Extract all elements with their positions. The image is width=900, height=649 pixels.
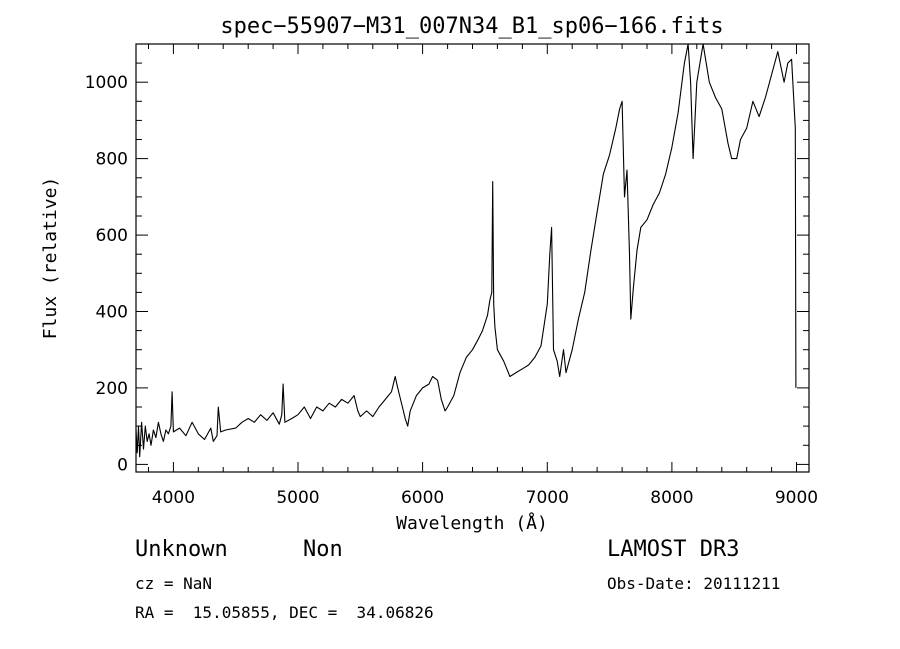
y-tick-label: 0 <box>117 455 128 475</box>
survey-name: LAMOST DR3 <box>607 537 740 562</box>
x-tick-label: 9000 <box>775 488 818 508</box>
x-tick-label: 4000 <box>152 488 195 508</box>
object-subclass: Non <box>303 537 343 562</box>
axis-ticks <box>136 43 809 472</box>
y-tick-label: 200 <box>96 379 128 399</box>
y-tick-label: 600 <box>96 226 128 246</box>
x-axis-label: Wavelength (Å) <box>396 512 548 534</box>
x-tick-label: 8000 <box>650 488 693 508</box>
y-tick-labels: 0 200 400 600 800 1000 <box>85 73 128 475</box>
x-tick-label: 6000 <box>401 488 444 508</box>
y-tick-label: 800 <box>96 150 128 170</box>
object-class: Unknown <box>135 537 228 562</box>
obs-date: Obs-Date: 20111211 <box>607 574 781 593</box>
y-axis-label: Flux (relative) <box>40 177 61 340</box>
plot-frame <box>135 43 810 473</box>
y-tick-label: 400 <box>96 303 128 323</box>
chart-title: spec−55907−M31_007N34_B1_sp06−166.fits <box>220 14 723 39</box>
x-tick-label: 5000 <box>276 488 319 508</box>
x-tick-labels: 4000 5000 6000 7000 8000 9000 <box>152 488 818 508</box>
spectrum-line <box>135 43 797 458</box>
redshift-value: cz = NaN <box>135 574 213 593</box>
x-tick-label: 7000 <box>526 488 569 508</box>
coordinates: RA = 15.05855, DEC = 34.06826 <box>135 603 434 622</box>
y-tick-label: 1000 <box>85 73 128 93</box>
